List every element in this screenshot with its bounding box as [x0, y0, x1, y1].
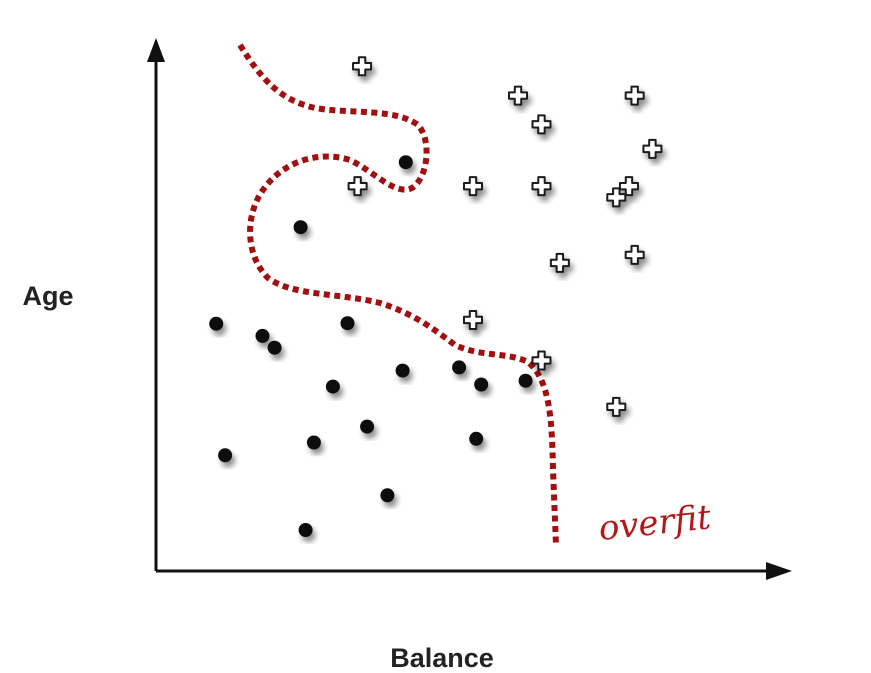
plus-point [352, 56, 373, 77]
plus-point [347, 176, 368, 197]
dot-point [209, 316, 224, 331]
dot-point [452, 360, 467, 375]
plus-point [463, 309, 483, 330]
y-axis-label: Age [22, 281, 73, 311]
x-axis-arrow [766, 562, 792, 580]
overfit-annotation: overfit [597, 497, 713, 549]
dot-point [398, 155, 413, 170]
dot-point [255, 328, 270, 343]
dot-point [380, 488, 395, 503]
plus-point [463, 176, 483, 197]
plus-point [508, 85, 529, 106]
points-layer [209, 56, 663, 537]
x-axis-label: Balance [390, 643, 494, 673]
dot-point [306, 435, 321, 450]
dot-point [360, 419, 375, 434]
dot-point [298, 523, 313, 537]
plus-point [624, 244, 645, 265]
plus-point [549, 252, 570, 273]
dot-point [469, 431, 484, 446]
dot-point [474, 377, 489, 392]
plus-point [606, 396, 627, 417]
dot-point [218, 448, 233, 463]
plus-point [531, 114, 552, 135]
plus-point [618, 176, 639, 197]
plus-point [531, 176, 552, 197]
dot-point [518, 373, 533, 388]
overfit-boundary-curve [237, 43, 559, 546]
dot-point [395, 363, 410, 378]
plus-point [531, 350, 552, 371]
dot-point [293, 220, 308, 235]
dot-point [340, 316, 355, 331]
plus-point [606, 187, 627, 208]
dot-point [267, 340, 282, 355]
plus-point [642, 138, 663, 159]
y-axis-arrow [147, 38, 165, 62]
dot-point [325, 379, 340, 394]
plus-point [624, 85, 645, 106]
